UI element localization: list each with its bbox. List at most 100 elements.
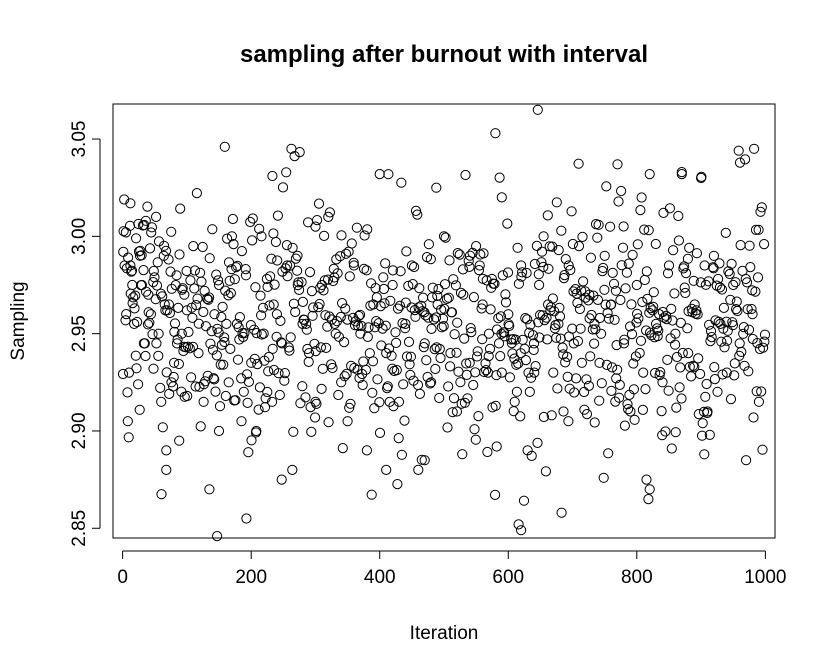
- data-point: [319, 230, 330, 241]
- data-point: [327, 362, 338, 374]
- data-point: [118, 246, 129, 257]
- data-point: [374, 169, 385, 180]
- data-point: [151, 211, 162, 222]
- data-point: [276, 474, 287, 485]
- data-point: [548, 367, 559, 378]
- data-point: [418, 342, 429, 353]
- data-point: [163, 299, 174, 310]
- data-point: [219, 141, 230, 152]
- data-point: [249, 353, 260, 364]
- data-point: [307, 310, 318, 321]
- data-point: [162, 305, 173, 316]
- data-point: [189, 283, 200, 294]
- data-point: [379, 298, 390, 309]
- data-point: [598, 472, 609, 483]
- data-point: [161, 367, 172, 378]
- data-point: [668, 245, 679, 256]
- data-point: [563, 416, 574, 427]
- data-point: [613, 196, 624, 207]
- data-point: [141, 286, 152, 297]
- data-point: [130, 350, 141, 361]
- data-point: [538, 261, 549, 273]
- data-point: [495, 351, 506, 362]
- data-point: [204, 484, 215, 495]
- data-point: [241, 369, 253, 380]
- data-point: [312, 215, 323, 226]
- x-tick-label: 600: [492, 567, 524, 588]
- data-point: [454, 249, 465, 260]
- data-point: [399, 415, 410, 426]
- data-point: [666, 443, 677, 454]
- data-point: [468, 292, 479, 303]
- data-point: [553, 245, 564, 256]
- data-point: [601, 359, 613, 370]
- data-point: [173, 302, 184, 313]
- data-point: [174, 249, 185, 260]
- data-point: [425, 378, 436, 389]
- data-point: [232, 354, 244, 365]
- data-point: [438, 321, 449, 332]
- data-point: [713, 273, 724, 285]
- x-tick-label: 800: [621, 567, 653, 588]
- data-point: [213, 279, 225, 291]
- data-point: [346, 238, 357, 249]
- data-point: [172, 334, 183, 345]
- data-point: [301, 324, 312, 335]
- data-point: [353, 310, 364, 322]
- data-point: [117, 368, 129, 380]
- data-point: [332, 268, 343, 279]
- data-point: [143, 289, 154, 300]
- data-point: [405, 369, 416, 381]
- data-points: [117, 104, 771, 542]
- data-point: [428, 314, 440, 325]
- data-point: [599, 250, 610, 261]
- data-point: [750, 224, 762, 235]
- data-point: [545, 305, 556, 316]
- data-point: [304, 267, 316, 278]
- data-point: [348, 312, 359, 323]
- data-point: [127, 279, 138, 291]
- data-point: [426, 377, 437, 388]
- data-point: [692, 309, 703, 320]
- data-point: [127, 298, 138, 309]
- data-point: [251, 328, 262, 339]
- data-point: [272, 210, 283, 221]
- data-point: [274, 389, 285, 401]
- data-point: [452, 317, 463, 328]
- data-point: [652, 331, 663, 342]
- data-point: [133, 379, 144, 390]
- data-point: [644, 307, 655, 318]
- data-point: [359, 230, 370, 241]
- data-point: [376, 340, 387, 351]
- data-point: [526, 372, 537, 383]
- data-point: [288, 298, 299, 309]
- data-point: [724, 268, 735, 280]
- data-point: [457, 264, 469, 275]
- data-point: [457, 449, 468, 460]
- data-point: [598, 262, 609, 274]
- data-point: [437, 313, 449, 324]
- data-point: [188, 241, 199, 252]
- data-point: [653, 325, 664, 336]
- data-point: [313, 198, 325, 209]
- data-point: [385, 295, 396, 306]
- data-point: [695, 277, 706, 288]
- data-point: [525, 319, 536, 330]
- data-point: [740, 154, 751, 165]
- data-point: [224, 275, 235, 286]
- data-point: [509, 396, 520, 407]
- data-point: [253, 404, 264, 415]
- data-point: [196, 276, 207, 287]
- data-point: [683, 348, 694, 359]
- data-point: [397, 318, 408, 329]
- data-point: [490, 128, 501, 139]
- data-point: [660, 426, 671, 437]
- data-point: [443, 381, 454, 392]
- data-point: [150, 294, 161, 305]
- data-point: [215, 359, 226, 370]
- data-point: [666, 303, 677, 314]
- data-point: [652, 323, 663, 334]
- data-point: [758, 342, 769, 353]
- data-point: [499, 327, 510, 338]
- data-point: [139, 219, 150, 231]
